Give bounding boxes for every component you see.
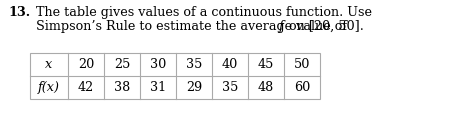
Text: 35: 35 <box>222 81 238 94</box>
Text: 13.: 13. <box>8 6 30 19</box>
Text: 35: 35 <box>186 58 202 71</box>
Text: 60: 60 <box>294 81 310 94</box>
Text: 25: 25 <box>114 58 130 71</box>
Text: x: x <box>46 58 53 71</box>
Text: on [20, 50].: on [20, 50]. <box>285 20 364 33</box>
Text: 38: 38 <box>114 81 130 94</box>
Text: 50: 50 <box>294 58 310 71</box>
Text: 40: 40 <box>222 58 238 71</box>
Text: f(x): f(x) <box>38 81 60 94</box>
Text: 45: 45 <box>258 58 274 71</box>
Text: 31: 31 <box>150 81 166 94</box>
Text: 42: 42 <box>78 81 94 94</box>
Text: The table gives values of a continuous function. Use: The table gives values of a continuous f… <box>36 6 372 19</box>
Text: f: f <box>279 20 284 33</box>
Text: Simpson’s Rule to estimate the average value of: Simpson’s Rule to estimate the average v… <box>36 20 351 33</box>
Text: 20: 20 <box>78 58 94 71</box>
Text: 29: 29 <box>186 81 202 94</box>
Text: 48: 48 <box>258 81 274 94</box>
Text: 30: 30 <box>150 58 166 71</box>
